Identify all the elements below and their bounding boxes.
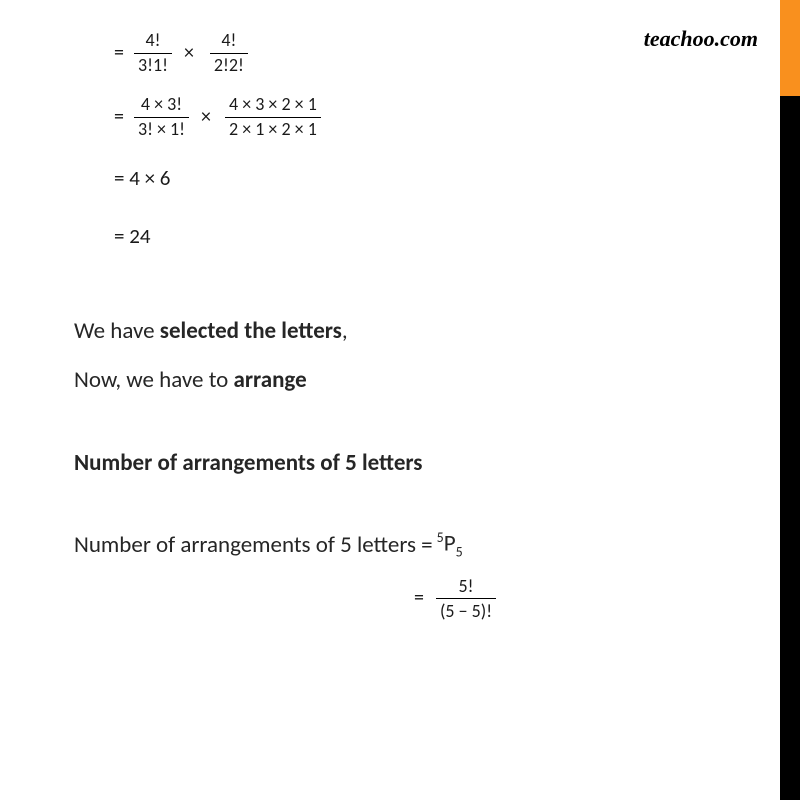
denominator: 2 × 1 × 2 × 1 — [225, 117, 321, 141]
times-sign: × — [201, 105, 211, 129]
perm-letter: P — [444, 530, 456, 558]
math-step-2: = 4 × 3! 3! × 1! × 4 × 3 × 2 × 1 2 × 1 ×… — [114, 94, 760, 140]
text: Now, we have to — [74, 366, 234, 394]
numerator: 5! — [455, 575, 478, 598]
denominator: 3! × 1! — [134, 117, 189, 141]
sidebar-orange-segment — [780, 0, 800, 96]
equals-sign: = — [114, 105, 124, 129]
denominator: (5 − 5)! — [436, 598, 496, 622]
arrangement-text: Number of arrangements of 5 letters = 5P… — [74, 529, 760, 560]
page-content: = 4! 3!1! × 4! 2!2! = 4 × 3! 3! × 1! × 4… — [0, 0, 800, 622]
numerator: 4 × 3! — [137, 94, 186, 117]
bold-text: arrange — [234, 366, 307, 394]
sidebar-black-segment — [780, 96, 800, 800]
text: Number of arrangements of 5 letters = — [74, 531, 433, 559]
text: We have — [74, 317, 160, 345]
math-step-4: = 24 — [114, 216, 760, 256]
permutation-notation: 5P5 — [437, 529, 463, 560]
times-sign: × — [184, 41, 194, 65]
numerator: 4! — [141, 30, 164, 53]
final-fraction-line: = 5! (5 − 5)! — [414, 575, 760, 622]
denominator: 2!2! — [210, 53, 248, 77]
subscript: 5 — [456, 544, 463, 561]
right-sidebar — [780, 0, 800, 800]
fraction: 4 × 3! 3! × 1! — [134, 94, 189, 140]
fraction: 4! 2!2! — [210, 30, 248, 76]
fraction: 4 × 3 × 2 × 1 2 × 1 × 2 × 1 — [225, 94, 321, 140]
equals-sign: = — [114, 41, 124, 65]
fraction: 5! (5 − 5)! — [436, 575, 496, 622]
equals-sign: = — [414, 586, 424, 610]
explanation-text: We have selected the letters, Now, we ha… — [74, 314, 760, 397]
superscript: 5 — [437, 529, 444, 546]
section-heading: Number of arrangements of 5 letters — [74, 449, 760, 477]
math-text: = 24 — [114, 224, 151, 249]
numerator: 4 × 3 × 2 × 1 — [225, 94, 321, 117]
fraction: 4! 3!1! — [134, 30, 172, 76]
paragraph: Now, we have to arrange — [74, 363, 760, 398]
bold-text: selected the letters — [160, 317, 342, 345]
numerator: 4! — [217, 30, 240, 53]
math-step-3: = 4 × 6 — [114, 158, 760, 198]
brand-logo: teachoo.com — [644, 26, 758, 52]
text: , — [342, 317, 348, 345]
permutation-line: Number of arrangements of 5 letters = 5P… — [74, 529, 760, 560]
math-text: = 4 × 6 — [114, 166, 170, 191]
denominator: 3!1! — [134, 53, 172, 77]
paragraph: We have selected the letters, — [74, 314, 760, 349]
math-derivation: = 4! 3!1! × 4! 2!2! = 4 × 3! 3! × 1! × 4… — [114, 30, 760, 256]
